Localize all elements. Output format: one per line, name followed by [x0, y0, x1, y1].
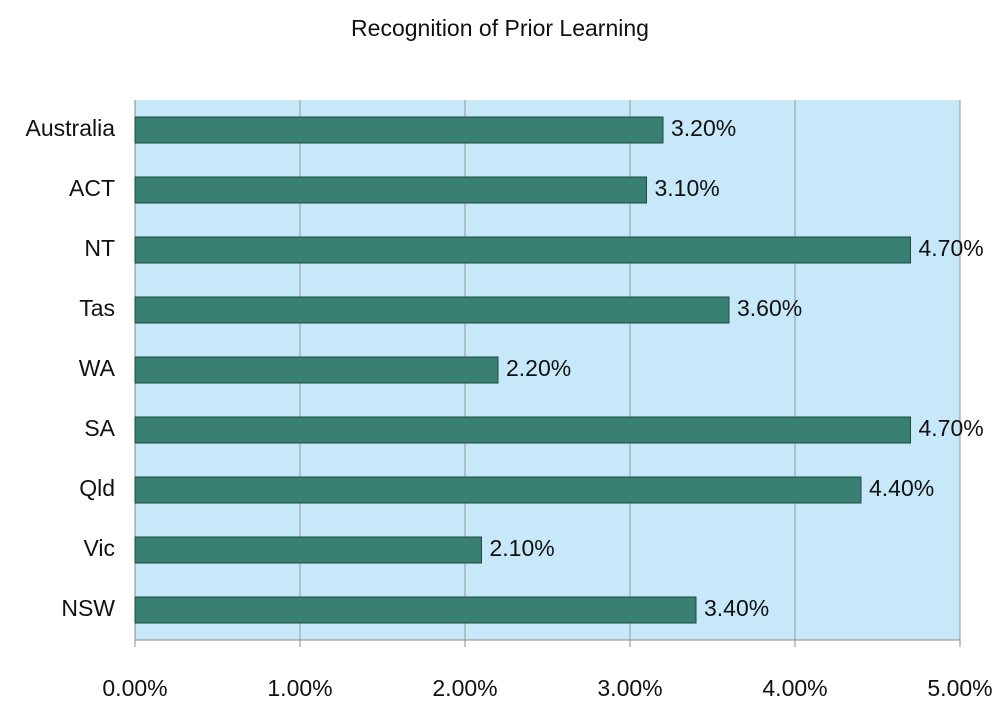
y-tick-label: WA: [79, 355, 116, 381]
y-tick-label: Tas: [79, 295, 115, 321]
y-tick-label: ACT: [69, 175, 115, 201]
bar: [134, 356, 499, 384]
value-label: 4.40%: [869, 475, 934, 501]
value-label: 4.70%: [919, 235, 984, 261]
x-tick-label: 0.00%: [102, 675, 167, 701]
y-tick-label: Australia: [26, 115, 116, 141]
y-tick-label: Qld: [79, 475, 115, 501]
value-label: 2.10%: [490, 535, 555, 561]
bar: [134, 176, 647, 204]
x-tick-label: 2.00%: [432, 675, 497, 701]
y-tick-label: NSW: [61, 595, 115, 621]
bar: [134, 476, 862, 504]
x-tick-label: 1.00%: [267, 675, 332, 701]
value-label: 2.20%: [506, 355, 571, 381]
value-label: 3.20%: [671, 115, 736, 141]
y-tick-label: SA: [84, 415, 115, 441]
x-tick-label: 3.00%: [597, 675, 662, 701]
value-label: 3.10%: [655, 175, 720, 201]
value-label: 3.60%: [737, 295, 802, 321]
bar: [134, 536, 482, 564]
bar: [134, 296, 730, 324]
x-tick-label: 5.00%: [927, 675, 992, 701]
chart-title: Recognition of Prior Learning: [351, 15, 649, 41]
y-tick-label: NT: [84, 235, 115, 261]
value-label: 4.70%: [919, 415, 984, 441]
x-tick-label: 4.00%: [762, 675, 827, 701]
bar: [134, 116, 664, 144]
bar: [134, 596, 697, 624]
bar: [134, 416, 911, 444]
value-label: 3.40%: [704, 595, 769, 621]
y-tick-label: Vic: [83, 535, 115, 561]
bar: [134, 236, 911, 264]
